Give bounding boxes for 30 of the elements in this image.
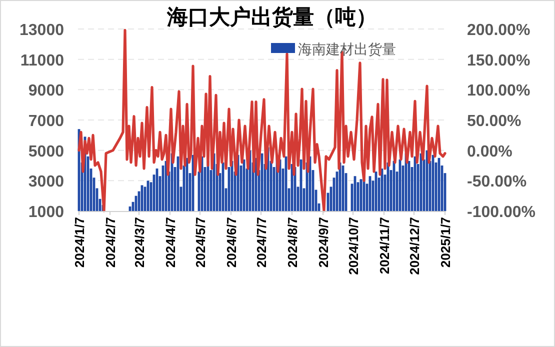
- y-tick-label: 7000: [28, 113, 64, 130]
- x-tick-label: 2024/8/7: [285, 217, 300, 268]
- y-tick-label: 9000: [28, 82, 64, 100]
- x-tick-label: 2024/11/7: [377, 217, 392, 274]
- chart-title: 海口大户出货量（吨）: [166, 5, 377, 29]
- y2-tick-label: 200.00%: [467, 22, 530, 39]
- x-tick-label: 2024/6/7: [224, 217, 239, 268]
- x-tick-label: 2024/7/7: [254, 217, 269, 268]
- x-tick-label: 2024/1/7: [72, 217, 87, 268]
- y2-tick-label: 50.00%: [467, 113, 522, 130]
- y2-tick-label: -100.00%: [467, 204, 536, 221]
- x-tick-label: 2024/3/7: [132, 217, 147, 268]
- x-tick-label: 2024/9/7: [316, 217, 331, 268]
- x-tick-label: 2024/10/7: [346, 217, 361, 275]
- x-tick-label: 2024/2/7: [103, 217, 118, 268]
- y-tick-label: 13000: [20, 22, 64, 39]
- y-tick-label: 11000: [20, 52, 64, 70]
- y-tick-label: 3000: [28, 174, 64, 191]
- x-tick-label: 2025/1/7: [438, 217, 453, 268]
- y2-tick-label: 0.00%: [467, 143, 512, 160]
- legend-label: 海南建材出货量: [298, 41, 396, 57]
- y2-tick-label: 100.00%: [467, 82, 530, 100]
- x-tick-label: 2024/12/7: [407, 217, 422, 275]
- x-tick-label: 2024/4/7: [163, 217, 178, 268]
- y-tick-label: 5000: [28, 143, 64, 160]
- y-tick-label: 1000: [28, 204, 64, 221]
- line-series: [78, 28, 446, 212]
- y2-tick-label: -50.00%: [467, 174, 527, 191]
- y2-tick-label: 150.00%: [467, 52, 530, 70]
- x-tick-label: 2024/5/7: [193, 217, 208, 268]
